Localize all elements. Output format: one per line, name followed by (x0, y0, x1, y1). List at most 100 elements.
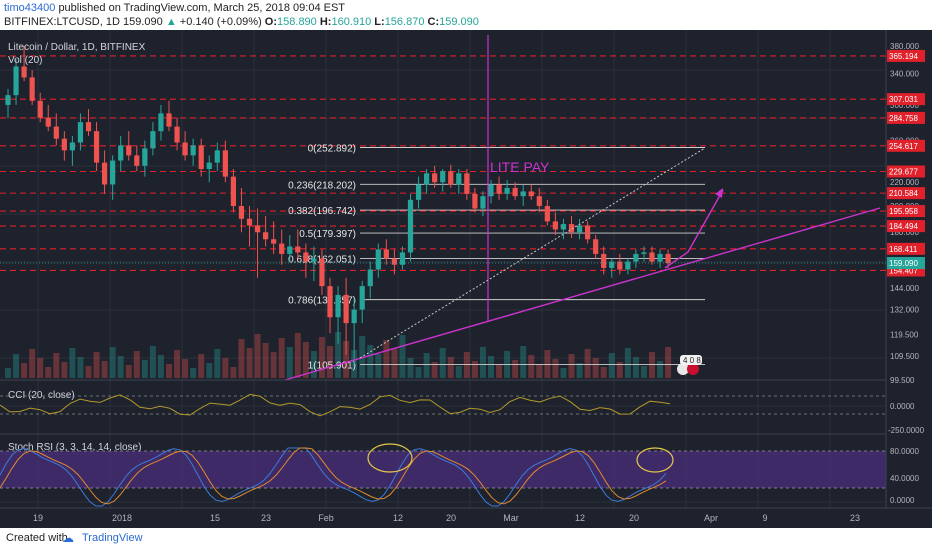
level-label: 284.758 (889, 114, 918, 123)
candle-body (649, 252, 655, 262)
cci-line (0, 393, 671, 417)
lite-pay-annotation: LITE PAY (490, 159, 550, 175)
candle-body (480, 196, 486, 209)
overbought-circle[interactable] (636, 447, 674, 473)
candle-body (472, 193, 478, 209)
candle-body (456, 173, 462, 185)
fib-extension-dotted-line[interactable] (359, 147, 706, 359)
volume-bar (632, 357, 639, 378)
chart-canvas[interactable]: 0(252.892) 0.236(218.202) 0.382(196.742) 0.… (0, 30, 932, 528)
price-tick: 340.000 (890, 70, 919, 79)
up-arrow-icon: ▲ (165, 16, 177, 28)
time-tick: Apr (704, 513, 718, 523)
volume-bar (544, 350, 551, 378)
footer: Created with ☁ TradingView (0, 528, 932, 550)
time-axis[interactable]: 19 2018 15 23 Feb 12 20 Mar 12 20 Apr 9 23 (0, 507, 932, 528)
volume-bars (5, 332, 672, 378)
volume-bar (335, 332, 342, 378)
stoch-rsi-pane: Stoch RSI (3, 3, 14, 14, close) 80.0000 4… (0, 434, 919, 508)
volume-bar (479, 347, 486, 378)
volume-bar (560, 368, 567, 378)
open-value: 158.890 (277, 16, 317, 28)
overbought-circle[interactable] (367, 443, 413, 473)
tradingview-logo-icon: ☁ (62, 531, 74, 545)
volume-bar (624, 348, 631, 378)
volume-bar (447, 357, 454, 378)
time-tick: Mar (503, 513, 519, 523)
volume-bar (455, 366, 462, 378)
volume-bar (600, 367, 607, 378)
price-tick: 109.500 (890, 352, 919, 361)
candle-body (287, 246, 293, 254)
candle-body (512, 187, 518, 197)
candle-body (174, 126, 180, 143)
candle-body (158, 113, 164, 132)
candle-body (609, 261, 615, 268)
candle-body (93, 131, 100, 163)
close-label: C: (427, 16, 440, 28)
candle-body (182, 142, 188, 156)
volume-bar (222, 358, 229, 378)
candle-body (496, 184, 502, 194)
candle-body (327, 286, 333, 318)
volume-bar (439, 348, 446, 378)
volume-bar (125, 365, 132, 378)
candle-body (238, 205, 245, 219)
event-badge-icon: 4 0 8 (680, 355, 702, 365)
volume-bar (431, 362, 438, 378)
last-price-marker: 159.090 (0, 257, 925, 270)
last-price-label: 159.090 (889, 259, 918, 268)
candle-body (560, 224, 567, 230)
candle-body (399, 252, 406, 265)
open-label: O: (264, 16, 278, 28)
candle-body (464, 173, 470, 194)
volume-bar (310, 351, 317, 378)
candle-body (552, 221, 558, 230)
chart-background (0, 30, 932, 528)
candle-body (271, 239, 277, 244)
candle-body (230, 176, 236, 206)
close-value: 159.090 (439, 16, 479, 28)
candle-body (593, 239, 599, 254)
fib-level-label: 0(252.892) (308, 143, 356, 154)
time-tick: 23 (850, 513, 860, 523)
candle-body (520, 191, 526, 197)
candle-body (633, 253, 639, 262)
candle-body (544, 205, 550, 222)
candle-body (61, 138, 67, 151)
candle-body (488, 184, 494, 197)
volume-label: Vol (20) (8, 55, 42, 66)
last-price-badge (887, 257, 925, 270)
candle-body (206, 162, 212, 169)
high-value: 160.910 (331, 16, 372, 28)
candle-body (359, 286, 365, 310)
level-badge (887, 165, 925, 178)
volume-bar (592, 358, 599, 378)
volume-bar (190, 368, 197, 378)
cci-label: CCI (20, close) (8, 390, 75, 401)
support-trend-line[interactable] (284, 207, 881, 381)
candle-body (576, 225, 583, 233)
candle-body (504, 187, 510, 194)
volume-bar (85, 366, 92, 378)
candle-body (625, 261, 631, 270)
volume-bar (29, 349, 36, 378)
price-tick: 300.000 (890, 101, 919, 110)
volume-bar (141, 360, 148, 378)
volume-bar (101, 361, 108, 378)
volume-bar (238, 339, 245, 378)
publish-line: timo43400 published on TradingView.com, … (4, 2, 345, 14)
volume-bar (13, 354, 20, 378)
candle-body (214, 150, 220, 163)
candle-body (126, 145, 132, 156)
volume-bar (246, 348, 253, 378)
price-tick: 119.500 (890, 330, 919, 339)
tradingview-brand[interactable]: TradingView (82, 532, 143, 544)
trend-drawings[interactable]: LITE PAY (284, 35, 881, 381)
author-link[interactable]: timo43400 (4, 2, 56, 14)
candle-body (246, 218, 253, 226)
cci-tick: -250.0000 (888, 426, 925, 435)
volume-bar (496, 365, 503, 378)
candle-body (279, 243, 285, 254)
candle-body (375, 249, 381, 270)
